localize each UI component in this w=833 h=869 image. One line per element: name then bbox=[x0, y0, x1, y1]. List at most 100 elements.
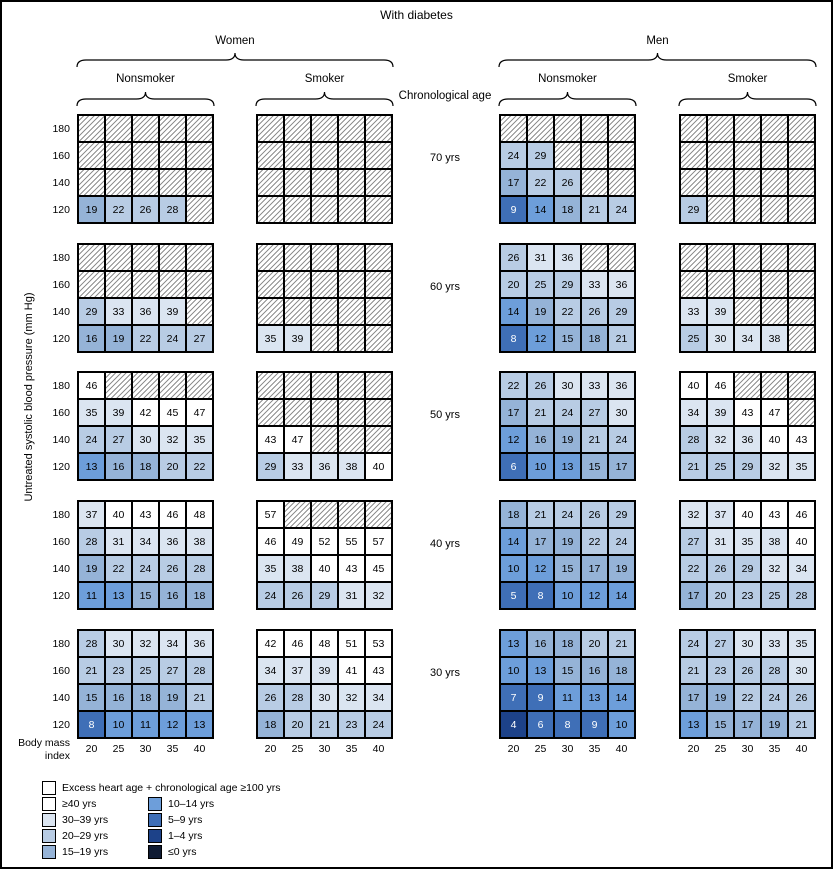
heatmap-cell: 29 bbox=[312, 583, 337, 608]
heatmap-cell bbox=[582, 170, 607, 195]
heatmap-cell: 15 bbox=[582, 454, 607, 479]
heatmap-cell bbox=[789, 326, 814, 351]
heatmap-cell bbox=[735, 272, 760, 297]
heatmap-cell bbox=[133, 245, 158, 270]
heatmap-cell: 30 bbox=[133, 427, 158, 452]
heatmap-cell: 38 bbox=[762, 326, 787, 351]
heatmap-cell bbox=[339, 400, 364, 425]
heatmap-cell: 36 bbox=[133, 299, 158, 324]
heatmap-cell bbox=[708, 245, 733, 270]
brace-women bbox=[76, 52, 394, 68]
heatmap-cell: 45 bbox=[160, 400, 185, 425]
heatmap-cell: 31 bbox=[528, 245, 553, 270]
heatmap-cell: 12 bbox=[582, 583, 607, 608]
heatmap-grid-men-smoker-50: 40 46 34 39 43 47 28 32 36 40 43 21 25 29 32 35 bbox=[679, 371, 816, 481]
heatmap-cell: 5 bbox=[501, 583, 526, 608]
heatmap-cell: 10 bbox=[528, 454, 553, 479]
heatmap-cell bbox=[285, 245, 310, 270]
heatmap-cell bbox=[312, 502, 337, 527]
heatmap-cell: 12 bbox=[501, 427, 526, 452]
heatmap-cell: 39 bbox=[160, 299, 185, 324]
heatmap-grid-men-smoker-30: 24 27 30 33 35 21 23 26 28 30 17 19 22 24 26 13 15 17 19 21 bbox=[679, 629, 816, 739]
heatmap-cell bbox=[735, 143, 760, 168]
heatmap-cell: 27 bbox=[160, 658, 185, 683]
heatmap-cell: 9 bbox=[528, 685, 553, 710]
bmi-tick-label: 20 bbox=[264, 743, 277, 755]
heatmap-cell: 22 bbox=[106, 556, 131, 581]
heatmap-cell bbox=[285, 400, 310, 425]
heatmap-cell: 10 bbox=[501, 658, 526, 683]
heatmap-cell: 29 bbox=[528, 143, 553, 168]
heatmap-cell: 46 bbox=[789, 502, 814, 527]
heatmap-cell bbox=[366, 326, 391, 351]
heatmap-cell bbox=[339, 272, 364, 297]
x-axis-title: Body mass index bbox=[18, 737, 70, 762]
heatmap-cell: 22 bbox=[555, 299, 580, 324]
heatmap-cell bbox=[258, 373, 283, 398]
heatmap-cell bbox=[582, 116, 607, 141]
bp-tick-label: 120 bbox=[52, 203, 70, 216]
heatmap-grid-women-smoker-40: 57 46 49 52 55 57 35 38 40 43 45 24 26 29 31 32 bbox=[256, 500, 393, 610]
heatmap-cell bbox=[339, 116, 364, 141]
heatmap-cell: 22 bbox=[187, 454, 212, 479]
heatmap-cell bbox=[187, 170, 212, 195]
heatmap-cell: 33 bbox=[106, 299, 131, 324]
legend-hatched: Excess heart age + chronological age ≥10… bbox=[42, 781, 281, 795]
heatmap-cell: 40 bbox=[789, 529, 814, 554]
heatmap-cell bbox=[258, 116, 283, 141]
brace-women-smoker bbox=[255, 91, 394, 107]
heatmap-cell bbox=[133, 373, 158, 398]
heatmap-cell: 14 bbox=[501, 529, 526, 554]
heatmap-cell: 15 bbox=[708, 712, 733, 737]
heatmap-cell: 21 bbox=[582, 197, 607, 222]
heatmap-cell: 22 bbox=[106, 197, 131, 222]
heatmap-cell: 27 bbox=[708, 631, 733, 656]
heatmap-cell bbox=[708, 143, 733, 168]
heatmap-cell bbox=[258, 272, 283, 297]
heatmap-cell bbox=[789, 272, 814, 297]
bmi-tick-label: 40 bbox=[372, 743, 385, 755]
heatmap-cell: 26 bbox=[555, 170, 580, 195]
heatmap-cell bbox=[762, 197, 787, 222]
heatmap-cell bbox=[258, 143, 283, 168]
heatmap-cell bbox=[133, 116, 158, 141]
heatmap-cell bbox=[762, 299, 787, 324]
heatmap-cell: 16 bbox=[106, 685, 131, 710]
heatmap-cell: 24 bbox=[133, 556, 158, 581]
heatmap-cell bbox=[339, 245, 364, 270]
heatmap-grid-women-nonsmoker-70: 19 22 26 28 bbox=[77, 114, 214, 224]
heatmap-cell: 34 bbox=[681, 400, 706, 425]
heatmap-cell bbox=[285, 116, 310, 141]
heatmap-cell: 15 bbox=[133, 583, 158, 608]
heatmap-cell: 47 bbox=[187, 400, 212, 425]
heatmap-cell bbox=[285, 373, 310, 398]
heatmap-cell: 28 bbox=[187, 658, 212, 683]
bp-tick-label: 140 bbox=[52, 562, 70, 575]
heatmap-cell bbox=[366, 400, 391, 425]
heatmap-cell: 18 bbox=[133, 685, 158, 710]
heatmap-cell bbox=[258, 299, 283, 324]
heatmap-cell: 43 bbox=[133, 502, 158, 527]
heatmap-cell bbox=[789, 245, 814, 270]
heatmap-cell bbox=[106, 245, 131, 270]
heatmap-cell bbox=[339, 326, 364, 351]
heatmap-cell: 28 bbox=[79, 529, 104, 554]
heatmap-cell: 32 bbox=[681, 502, 706, 527]
heatmap-cell: 11 bbox=[79, 583, 104, 608]
heatmap-cell: 13 bbox=[187, 712, 212, 737]
heatmap-cell bbox=[106, 170, 131, 195]
heatmap-cell bbox=[187, 197, 212, 222]
heatmap-cell: 10 bbox=[555, 583, 580, 608]
heatmap-cell: 30 bbox=[312, 685, 337, 710]
heatmap-cell bbox=[762, 170, 787, 195]
heatmap-cell bbox=[285, 143, 310, 168]
bmi-tick-label: 35 bbox=[166, 743, 179, 755]
heatmap-cell bbox=[312, 326, 337, 351]
heatmap-cell: 26 bbox=[160, 556, 185, 581]
heatmap-cell: 57 bbox=[258, 502, 283, 527]
heatmap-cell: 52 bbox=[312, 529, 337, 554]
heatmap-grid-men-smoker-70: 29 bbox=[679, 114, 816, 224]
heatmap-cell bbox=[681, 143, 706, 168]
heatmap-cell bbox=[735, 373, 760, 398]
heatmap-cell: 8 bbox=[528, 583, 553, 608]
